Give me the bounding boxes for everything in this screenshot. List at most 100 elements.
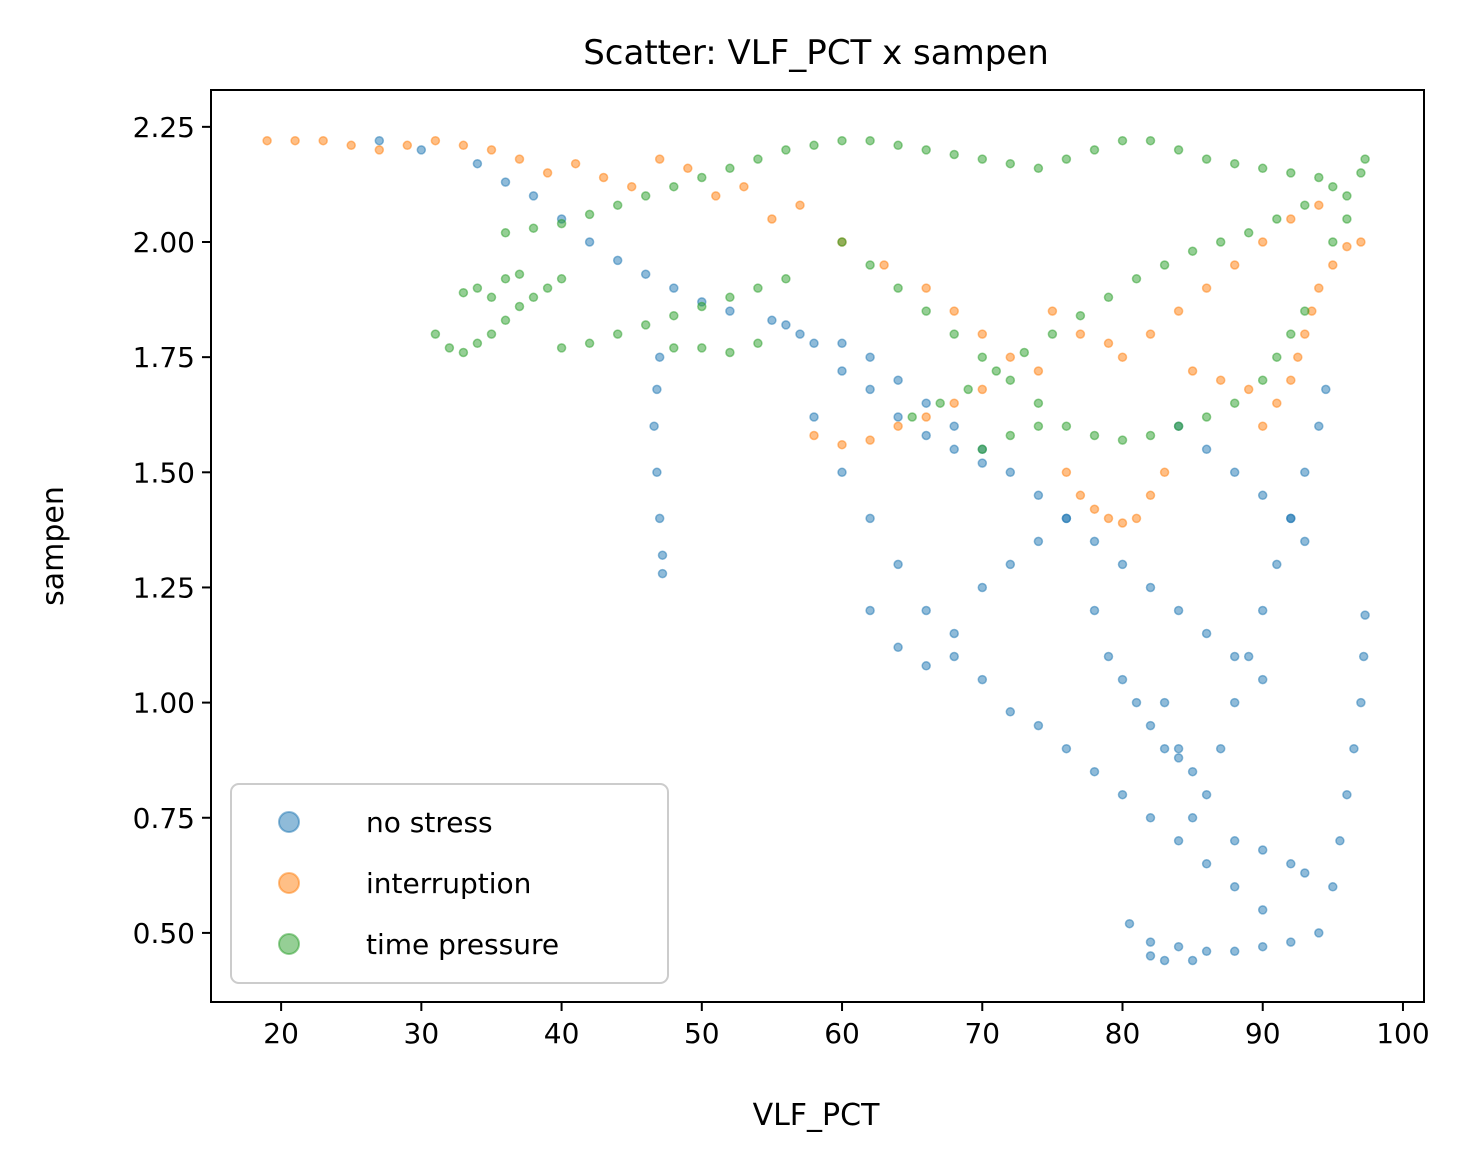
scatter-point-time-pressure bbox=[1173, 421, 1184, 431]
y-axis-ticks: 0.50 0.75 1.00 1.25 1.50 1.75 2.00 2.25 bbox=[133, 111, 211, 950]
scatter-point-no-stress bbox=[1173, 743, 1184, 754]
scatter-point-no-stress bbox=[1257, 845, 1268, 855]
scatter-point-interruption bbox=[683, 163, 693, 174]
scatter-point-interruption bbox=[1103, 338, 1114, 349]
scatter-point-time-pressure bbox=[1033, 398, 1044, 408]
scatter-point-no-stress bbox=[809, 412, 819, 422]
scatter-point-time-pressure bbox=[1286, 329, 1296, 339]
scatter-point-no-stress bbox=[1145, 720, 1156, 731]
scatter-point-no-stress bbox=[1005, 467, 1016, 478]
scatter-point-no-stress bbox=[1145, 813, 1156, 823]
scatter-point-time-pressure bbox=[528, 292, 539, 303]
scatter-point-no-stress bbox=[1173, 941, 1184, 952]
scatter-point-time-pressure bbox=[1215, 237, 1226, 247]
scatter-point-no-stress bbox=[1005, 707, 1016, 717]
scatter-point-time-pressure bbox=[472, 283, 483, 293]
scatter-point-time-pressure bbox=[1257, 163, 1268, 174]
scatter-point-interruption bbox=[1117, 352, 1128, 362]
scatter-point-no-stress bbox=[1229, 651, 1240, 662]
scatter-point-no-stress bbox=[1286, 859, 1296, 869]
scatter-point-interruption bbox=[1314, 200, 1324, 210]
scatter-point-time-pressure bbox=[1103, 292, 1114, 303]
scatter-point-time-pressure bbox=[1328, 237, 1338, 247]
scatter-point-no-stress bbox=[1300, 467, 1310, 478]
scatter-point-time-pressure bbox=[1342, 214, 1352, 224]
scatter-point-time-pressure bbox=[1145, 430, 1156, 441]
scatter-point-time-pressure bbox=[1033, 421, 1044, 431]
scatter-point-interruption bbox=[1103, 513, 1114, 524]
scatter-point-no-stress bbox=[865, 605, 875, 616]
scatter-point-interruption bbox=[1117, 518, 1128, 528]
legend: no stress interruption time pressure bbox=[230, 783, 669, 984]
scatter-point-time-pressure bbox=[921, 145, 931, 155]
scatter-point-no-stress bbox=[1103, 651, 1114, 662]
scatter-point-no-stress bbox=[1349, 743, 1359, 754]
scatter-point-time-pressure bbox=[542, 283, 553, 293]
scatter-point-time-pressure bbox=[1089, 145, 1100, 155]
scatter-point-no-stress bbox=[1159, 955, 1170, 966]
scatter-point-no-stress bbox=[949, 421, 959, 431]
scatter-point-no-stress bbox=[837, 366, 847, 376]
scatter-point-no-stress bbox=[1145, 937, 1156, 947]
scatter-point-interruption bbox=[598, 172, 609, 183]
scatter-point-interruption bbox=[290, 135, 300, 146]
scatter-point-no-stress bbox=[865, 513, 875, 524]
scatter-point-no-stress bbox=[1201, 628, 1212, 639]
scatter-point-time-pressure bbox=[584, 209, 595, 220]
scatter-point-no-stress bbox=[1145, 951, 1156, 961]
scatter-point-time-pressure bbox=[500, 274, 511, 284]
y-tick-label: 1.25 bbox=[133, 571, 195, 604]
series-interruption bbox=[262, 135, 1366, 528]
scatter-point-time-pressure bbox=[472, 338, 483, 349]
scatter-point-no-stress bbox=[472, 158, 483, 169]
scatter-point-no-stress bbox=[1173, 753, 1184, 763]
scatter-point-no-stress bbox=[1033, 720, 1044, 731]
scatter-point-interruption bbox=[879, 260, 889, 270]
scatter-point-interruption bbox=[865, 435, 875, 445]
scatter-point-interruption bbox=[1314, 283, 1324, 293]
scatter-point-time-pressure bbox=[781, 274, 791, 284]
scatter-point-time-pressure bbox=[753, 338, 763, 349]
scatter-point-no-stress bbox=[1243, 651, 1254, 662]
scatter-point-no-stress bbox=[1061, 513, 1072, 524]
legend-box bbox=[230, 783, 669, 984]
scatter-point-time-pressure bbox=[977, 444, 988, 455]
scatter-point-no-stress bbox=[1314, 421, 1324, 431]
scatter-point-interruption bbox=[1187, 366, 1198, 376]
series-no-stress bbox=[374, 135, 1370, 966]
scatter-point-time-pressure bbox=[1019, 347, 1030, 358]
scatter-point-no-stress bbox=[1229, 882, 1240, 892]
scatter-point-time-pressure bbox=[697, 172, 707, 183]
scatter-point-time-pressure bbox=[1342, 191, 1352, 201]
scatter-point-interruption bbox=[1215, 375, 1226, 385]
scatter-point-interruption bbox=[977, 384, 988, 395]
scatter-point-time-pressure bbox=[893, 140, 903, 151]
scatter-point-time-pressure bbox=[584, 338, 595, 349]
scatter-point-time-pressure bbox=[1360, 154, 1370, 164]
scatter-point-time-pressure bbox=[865, 260, 875, 270]
scatter-point-no-stress bbox=[652, 467, 662, 478]
scatter-point-no-stress bbox=[652, 384, 662, 395]
scatter-point-no-stress bbox=[865, 384, 875, 395]
scatter-point-interruption bbox=[1286, 214, 1296, 224]
scatter-point-no-stress bbox=[1257, 674, 1268, 685]
scatter-point-time-pressure bbox=[612, 200, 623, 210]
scatter-point-time-pressure bbox=[725, 163, 735, 174]
y-tick-label: 1.75 bbox=[133, 341, 195, 374]
scatter-point-time-pressure bbox=[809, 140, 819, 151]
scatter-point-time-pressure bbox=[486, 292, 497, 303]
scatter-point-interruption bbox=[402, 140, 413, 151]
scatter-point-no-stress bbox=[1342, 789, 1352, 800]
scatter-point-time-pressure bbox=[528, 223, 539, 233]
scatter-point-no-stress bbox=[781, 320, 791, 330]
scatter-point-time-pressure bbox=[458, 287, 469, 298]
scatter-point-interruption bbox=[1257, 237, 1268, 247]
scatter-point-time-pressure bbox=[893, 283, 903, 293]
scatter-point-no-stress bbox=[1033, 536, 1044, 547]
scatter-point-no-stress bbox=[1300, 868, 1310, 878]
scatter-point-interruption bbox=[486, 145, 497, 155]
scatter-point-time-pressure bbox=[921, 306, 931, 316]
scatter-point-no-stress bbox=[1229, 467, 1240, 478]
scatter-point-no-stress bbox=[921, 605, 931, 616]
